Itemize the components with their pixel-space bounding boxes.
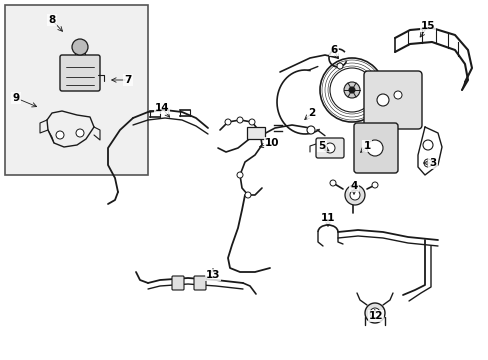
Text: 5: 5	[318, 141, 325, 151]
Circle shape	[369, 308, 379, 318]
Circle shape	[224, 119, 230, 125]
FancyBboxPatch shape	[246, 127, 264, 139]
Circle shape	[393, 91, 401, 99]
Circle shape	[306, 126, 314, 134]
Text: 9: 9	[12, 93, 20, 103]
Text: 1: 1	[363, 141, 370, 151]
Circle shape	[319, 58, 383, 122]
Circle shape	[244, 192, 250, 198]
Text: 14: 14	[154, 103, 169, 113]
Text: 10: 10	[264, 138, 279, 148]
Circle shape	[237, 117, 243, 123]
FancyBboxPatch shape	[363, 71, 421, 129]
Text: 7: 7	[124, 75, 131, 85]
Circle shape	[237, 172, 243, 178]
Circle shape	[366, 140, 382, 156]
Circle shape	[76, 129, 84, 137]
Circle shape	[329, 180, 335, 186]
Circle shape	[423, 159, 431, 167]
FancyBboxPatch shape	[60, 55, 100, 91]
Circle shape	[343, 82, 359, 98]
Text: 12: 12	[368, 311, 383, 321]
Circle shape	[376, 94, 388, 106]
Text: 15: 15	[420, 21, 434, 31]
Circle shape	[325, 143, 334, 153]
Text: 3: 3	[428, 158, 436, 168]
Text: 11: 11	[320, 213, 335, 223]
FancyBboxPatch shape	[353, 123, 397, 173]
Circle shape	[336, 63, 342, 69]
Circle shape	[371, 182, 377, 188]
Text: 4: 4	[349, 181, 357, 191]
Text: 13: 13	[205, 270, 220, 280]
Text: 8: 8	[48, 15, 56, 25]
FancyBboxPatch shape	[172, 276, 183, 290]
Circle shape	[422, 140, 432, 150]
Circle shape	[56, 131, 64, 139]
FancyBboxPatch shape	[194, 276, 205, 290]
Text: 6: 6	[330, 45, 337, 55]
Text: 2: 2	[308, 108, 315, 118]
FancyBboxPatch shape	[315, 138, 343, 158]
Circle shape	[72, 39, 88, 55]
Circle shape	[345, 185, 364, 205]
Bar	[5, 5, 148, 175]
Circle shape	[348, 87, 354, 93]
Circle shape	[248, 119, 254, 125]
Circle shape	[364, 303, 384, 323]
Circle shape	[349, 190, 359, 200]
Circle shape	[329, 68, 373, 112]
